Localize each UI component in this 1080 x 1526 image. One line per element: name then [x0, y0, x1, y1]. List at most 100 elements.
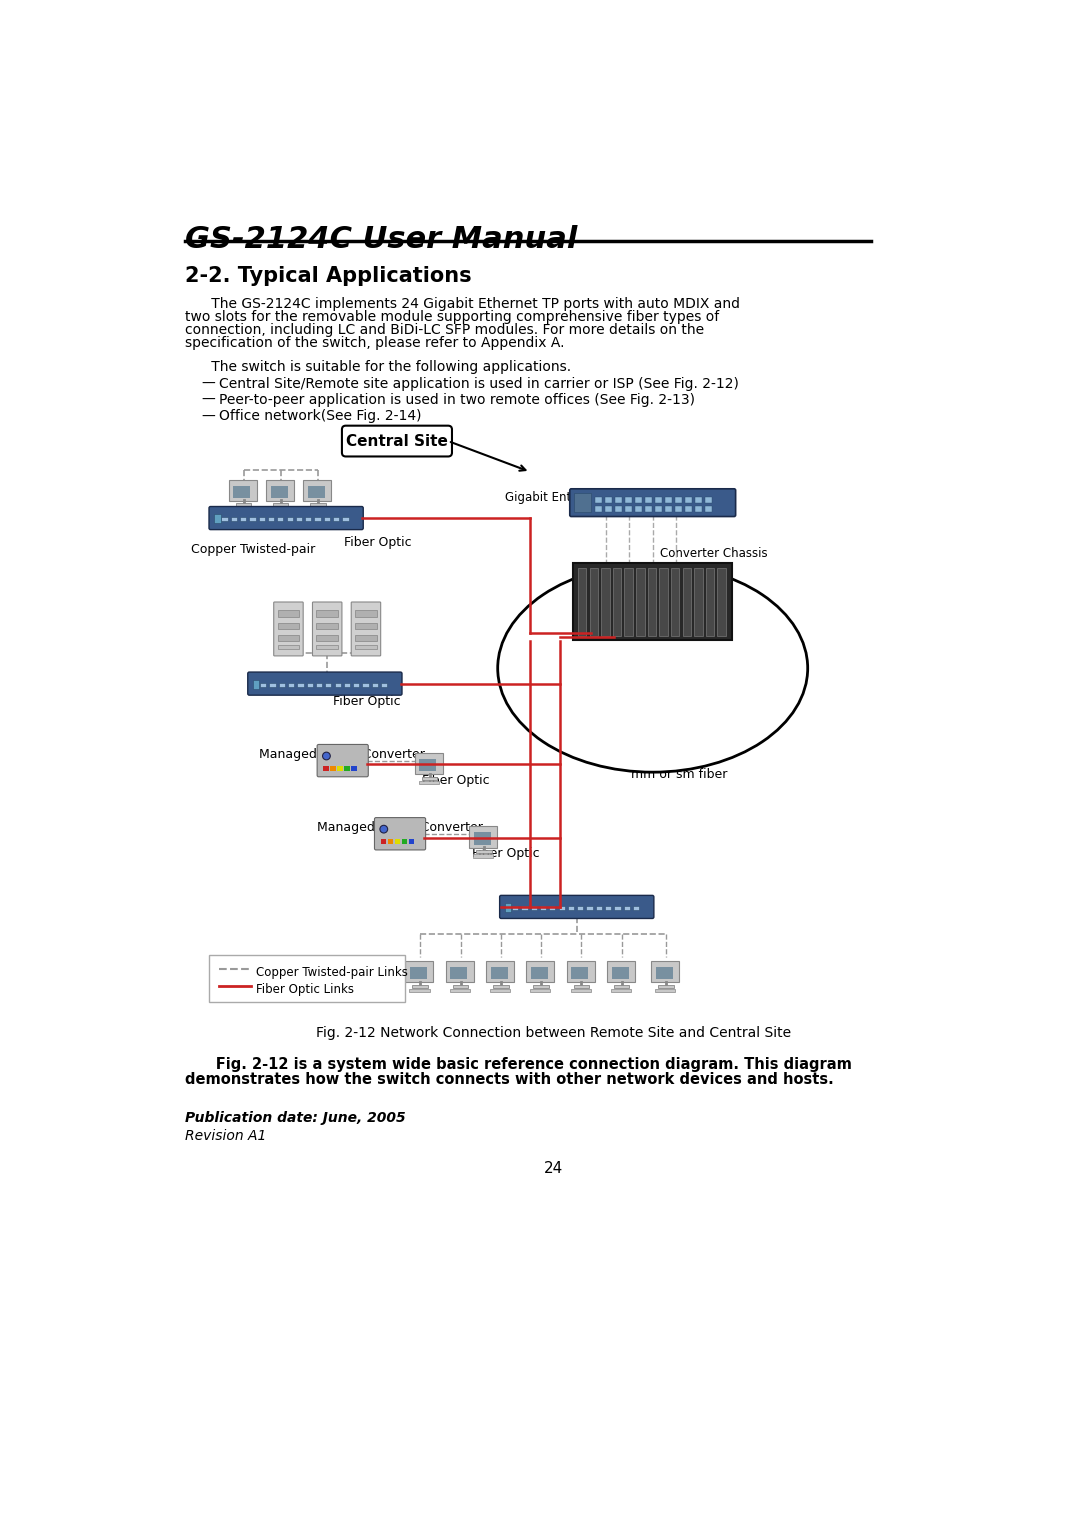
FancyBboxPatch shape — [375, 818, 426, 850]
Text: Fiber Optic: Fiber Optic — [333, 696, 401, 708]
Text: connection, including LC and BiDi-LC SFP modules. For more details on the: connection, including LC and BiDi-LC SFP… — [186, 324, 704, 337]
Text: Copper Twisted-pair: Copper Twisted-pair — [191, 543, 315, 557]
Bar — [314, 517, 321, 522]
Bar — [260, 682, 267, 687]
FancyBboxPatch shape — [486, 961, 514, 983]
Text: Converter Chassis: Converter Chassis — [661, 546, 768, 560]
Bar — [522, 906, 527, 909]
Bar — [278, 517, 283, 522]
FancyBboxPatch shape — [405, 961, 433, 983]
Text: GS-2124C: GS-2124C — [333, 674, 395, 687]
Text: —: — — [201, 409, 215, 424]
Bar — [233, 485, 251, 497]
FancyBboxPatch shape — [318, 745, 368, 777]
Bar — [316, 610, 338, 617]
Bar — [235, 504, 252, 507]
Bar — [683, 568, 691, 636]
Bar — [258, 517, 265, 522]
Bar — [696, 496, 702, 502]
Bar — [355, 610, 377, 617]
FancyBboxPatch shape — [266, 479, 294, 501]
Text: Fiber Optic Links: Fiber Optic Links — [256, 983, 354, 996]
Text: Central Site/Remote site application is used in carrier or ISP (See Fig. 2-12): Central Site/Remote site application is … — [218, 377, 739, 391]
Bar — [353, 682, 360, 687]
Bar — [635, 496, 642, 502]
Bar — [279, 682, 285, 687]
Text: Fiber Optic: Fiber Optic — [345, 536, 411, 549]
Bar — [648, 568, 657, 636]
Bar — [408, 839, 414, 844]
Bar — [645, 496, 652, 502]
Bar — [571, 967, 589, 980]
Bar — [453, 984, 469, 987]
Bar — [605, 496, 611, 502]
Bar — [613, 984, 630, 987]
Bar — [316, 645, 338, 649]
Bar — [381, 682, 388, 687]
Bar — [659, 568, 667, 636]
Bar — [494, 984, 509, 987]
Text: two slots for the removable module supporting comprehensive fiber types of: two slots for the removable module suppo… — [186, 310, 719, 324]
Text: Fig. 2-12 is a system wide basic reference connection diagram. This diagram: Fig. 2-12 is a system wide basic referen… — [186, 1058, 852, 1073]
Bar — [286, 517, 293, 522]
Bar — [490, 967, 508, 980]
Bar — [530, 989, 551, 992]
Bar — [625, 505, 632, 511]
Bar — [573, 984, 590, 987]
FancyBboxPatch shape — [469, 826, 497, 847]
Text: demonstrates how the switch connects with other network devices and hosts.: demonstrates how the switch connects wit… — [186, 1073, 834, 1088]
Bar — [355, 645, 377, 649]
Bar — [253, 679, 259, 690]
Bar — [586, 906, 593, 909]
FancyBboxPatch shape — [247, 671, 402, 696]
Bar — [240, 517, 246, 522]
Text: The GS-2124C implements 24 Gigabit Ethernet TP ports with auto MDIX and: The GS-2124C implements 24 Gigabit Ether… — [186, 298, 741, 311]
FancyBboxPatch shape — [303, 479, 332, 501]
FancyBboxPatch shape — [208, 955, 405, 1001]
FancyBboxPatch shape — [607, 961, 635, 983]
Bar — [316, 635, 338, 641]
Bar — [656, 967, 673, 980]
Bar — [413, 984, 428, 987]
Bar — [611, 989, 631, 992]
Bar — [355, 635, 377, 641]
Bar — [316, 623, 338, 629]
Bar — [615, 906, 621, 909]
Bar — [323, 766, 328, 771]
Bar — [268, 517, 274, 522]
Bar — [355, 623, 377, 629]
Bar — [595, 505, 602, 511]
Bar — [578, 568, 586, 636]
Bar — [363, 682, 368, 687]
Bar — [615, 496, 622, 502]
Bar — [394, 839, 400, 844]
Bar — [635, 505, 642, 511]
Bar — [685, 496, 692, 502]
Bar — [343, 682, 350, 687]
Bar — [623, 906, 630, 909]
Bar — [333, 517, 339, 522]
Bar — [624, 568, 633, 636]
Bar — [706, 568, 714, 636]
Bar — [596, 906, 602, 909]
Bar — [288, 682, 294, 687]
FancyBboxPatch shape — [446, 961, 474, 983]
Text: Publication date: June, 2005: Publication date: June, 2005 — [186, 1111, 406, 1125]
Bar — [306, 517, 311, 522]
FancyBboxPatch shape — [273, 601, 303, 656]
Bar — [450, 967, 468, 980]
Text: Fig. 2-12 Network Connection between Remote Site and Central Site: Fig. 2-12 Network Connection between Rem… — [316, 1027, 791, 1041]
Text: GS-2124C: GS-2124C — [584, 897, 647, 911]
Bar — [249, 517, 256, 522]
Bar — [595, 496, 602, 502]
Bar — [675, 505, 683, 511]
Text: Gigabit Enterprise L2 Managed Switch: Gigabit Enterprise L2 Managed Switch — [505, 491, 732, 504]
Bar — [325, 682, 332, 687]
Bar — [419, 758, 436, 772]
Text: 24: 24 — [544, 1161, 563, 1177]
Bar — [278, 635, 299, 641]
Bar — [540, 906, 546, 909]
Text: mm or sm fiber: mm or sm fiber — [631, 768, 727, 781]
Bar — [671, 568, 679, 636]
Bar — [658, 984, 674, 987]
